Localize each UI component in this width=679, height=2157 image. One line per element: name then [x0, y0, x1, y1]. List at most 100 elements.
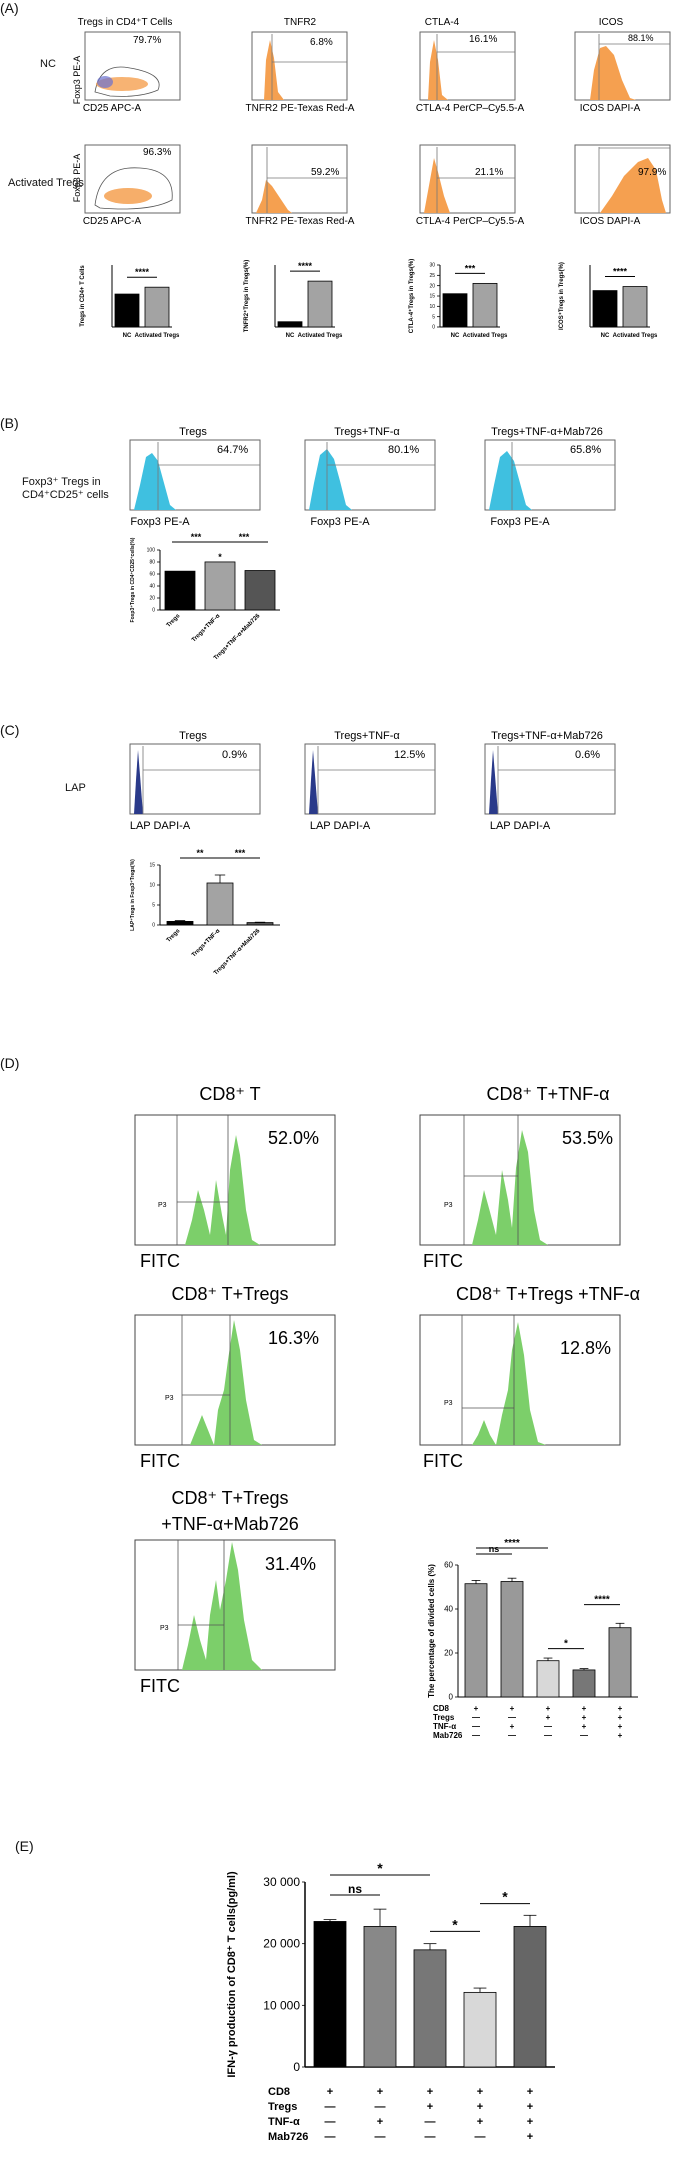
c-xaxis-0: LAP DAPI-A: [130, 820, 191, 832]
e-cond-3-1: —: [375, 2131, 386, 2143]
b-title-1: Tregs+TNF-α: [334, 426, 400, 438]
e-cond-2-2: —: [425, 2116, 436, 2128]
a0-cat-1: Activated Tregs: [135, 333, 180, 339]
d-xaxis-1: FITC: [423, 1251, 463, 1271]
nc-pct-tnfr2: 6.8%: [310, 37, 333, 48]
e-sig-0-text: *: [377, 1860, 383, 1876]
b-pct-2: 65.8%: [570, 444, 601, 456]
e-ytick-label-3: 30 000: [263, 1875, 300, 1889]
d-xaxis-2: FITC: [140, 1451, 180, 1471]
d-title-0: CD8⁺ T: [199, 1084, 260, 1104]
b-ylabel: Foxp3⁺Tregs in CD4⁺CD25⁺cells(%): [130, 537, 136, 622]
d-cond-1-3: +: [582, 1713, 587, 1722]
nc-xaxis-icos: ICOS DAPI-A: [580, 103, 641, 114]
c-sig-1-text: ***: [235, 848, 246, 858]
d-xaxis-3: FITC: [423, 1451, 463, 1471]
a2-ytick-label-0: 0: [432, 325, 435, 331]
e-cond-3-2: —: [425, 2131, 436, 2143]
d-cond-2-1: +: [510, 1722, 515, 1731]
e-bar-3: [463, 1991, 497, 2068]
panel-label-e: (E): [15, 1838, 34, 1854]
a0-ylabel: Tregs in CD4+ T Cells: [80, 265, 86, 327]
e-bar-0: [313, 1921, 347, 2068]
e-cond-1-1: —: [375, 2101, 386, 2113]
bar-chart-b: 0 20 40 60 80 100 Tregs Tregs+TNF-αTregs+TNF-α+…: [130, 532, 280, 662]
e-ytick-label-0: 0: [293, 2060, 300, 2074]
d-hist-3: P3 12.8%: [419, 1314, 621, 1446]
d-cond-1-0: —: [472, 1713, 480, 1722]
c-ylabel: LAP⁺Tregs in Foxp3⁺Tregs(%): [130, 859, 136, 931]
nc-pct-tregs: 79.7%: [133, 35, 161, 46]
a1-ylabel: TNFR2⁺Tregs in Tregs(%): [243, 260, 250, 333]
d-hist-2: P3 16.3%: [134, 1314, 336, 1446]
d-pct-1: 53.5%: [562, 1128, 613, 1148]
act-hist-ctla4: 21.1%: [419, 144, 516, 214]
e-cond-0-1: +: [377, 2086, 383, 2098]
act-yaxis-foxp3: Foxp3 PE-A: [72, 154, 82, 203]
e-ytick-label-2: 20 000: [263, 1937, 300, 1951]
col-title-icos: ICOS: [599, 17, 624, 28]
c-ytick-label-2: 10: [149, 883, 155, 889]
d-gate-2: P3: [165, 1395, 174, 1402]
a1-cat-1: Activated Tregs: [298, 333, 343, 339]
nc-hist-tnfr2: 6.8%: [251, 31, 348, 101]
d-cond-3-4: +: [618, 1731, 623, 1740]
bar-chart-a-tnfr2: NC Activated Tregs TNFR2⁺Tregs in Tregs(%)…: [243, 260, 343, 339]
d-cond-0-1: +: [510, 1704, 515, 1713]
d-cond-1-4: +: [618, 1713, 623, 1722]
d-cond-2-3: +: [582, 1722, 587, 1731]
a1-cat-0: NC: [286, 333, 295, 339]
nc-pct-icos: 88.1%: [628, 33, 654, 43]
c-bar-1: [206, 882, 234, 926]
bar-chart-d: 0 20 40 60 The percentage of divided cells (…: [427, 1538, 638, 1740]
d-row-name-0: CD8: [433, 1704, 450, 1713]
nc-xaxis-ctla4: CTLA-4 PerCP–Cy5.5-A: [416, 103, 525, 114]
e-sig-2-text: *: [452, 1916, 458, 1932]
c-hist-1: 12.5%: [304, 743, 436, 815]
nc-pct-ctla4: 16.1%: [469, 34, 497, 45]
act-dotplot: 96.3%: [84, 144, 181, 214]
d-gate-0: P3: [158, 1202, 167, 1209]
panel-label-c: (C): [0, 722, 20, 738]
e-cond-3-0: —: [325, 2131, 336, 2143]
a2-cat-0: NC: [451, 333, 460, 339]
e-cond-2-3: +: [477, 2116, 483, 2128]
d-xaxis-0: FITC: [140, 1251, 180, 1271]
d-title-3: CD8⁺ T+Tregs +TNF-α: [456, 1284, 640, 1304]
act-xaxis-ctla4: CTLA-4 PerCP–Cy5.5-A: [416, 216, 525, 227]
b-bar-2: [244, 570, 276, 611]
b-xaxis-1: Foxp3 PE-A: [310, 516, 370, 528]
e-bar-1: [363, 1926, 397, 2068]
d-row-name-1: Tregs: [433, 1713, 455, 1722]
act-xaxis-tnfr2: TNFR2 PE-Texas Red-A: [246, 216, 355, 227]
nc-yaxis-foxp3: Foxp3 PE-A: [72, 56, 82, 105]
d-row-name-2: TNF-α: [433, 1722, 456, 1731]
act-xaxis-cd25: CD25 APC-A: [83, 216, 142, 227]
c-hist-2: 0.6%: [484, 743, 616, 815]
d-bar-0: [464, 1583, 488, 1698]
e-cond-0-2: +: [427, 2086, 433, 2098]
e-ylabel: IFN-γ production of CD8⁺ T cells(pg/ml): [226, 1871, 238, 2078]
b-ytick-label-2: 40: [149, 584, 155, 590]
d-cond-0-0: +: [474, 1704, 479, 1713]
panel-label-a: (A): [0, 0, 19, 16]
act-pct-tnfr2: 59.2%: [311, 167, 339, 178]
d-cond-3-0: —: [472, 1731, 480, 1740]
e-cond-2-1: +: [377, 2116, 383, 2128]
col-title-tregs: Tregs in CD4⁺T Cells: [78, 17, 173, 28]
e-row-name-2: TNF-α: [268, 2116, 300, 2128]
col-title-tnfr2: TNFR2: [284, 17, 317, 28]
nc-dotplot: 79.7%: [84, 31, 181, 101]
a2-ytick-label-1: 5: [432, 314, 435, 320]
e-bar-2: [413, 1949, 447, 2068]
act-pct-icos: 97.9%: [638, 167, 666, 178]
c-pct-0: 0.9%: [222, 749, 247, 761]
panel-e-figure: 0 10 000 20 000 30 000 IFN-γ production of C…: [226, 1860, 555, 2143]
d-pct-3: 12.8%: [560, 1338, 611, 1358]
b-sig-1-text: *: [218, 552, 222, 562]
d-sig-3-text: ****: [594, 1595, 610, 1606]
a1-sig-text: ****: [298, 261, 313, 271]
e-cond-1-0: —: [325, 2101, 336, 2113]
a3-ylabel: ICOS⁺Tregs in Tregs(%): [558, 262, 565, 330]
c-ytick-label-1: 5: [152, 903, 155, 909]
